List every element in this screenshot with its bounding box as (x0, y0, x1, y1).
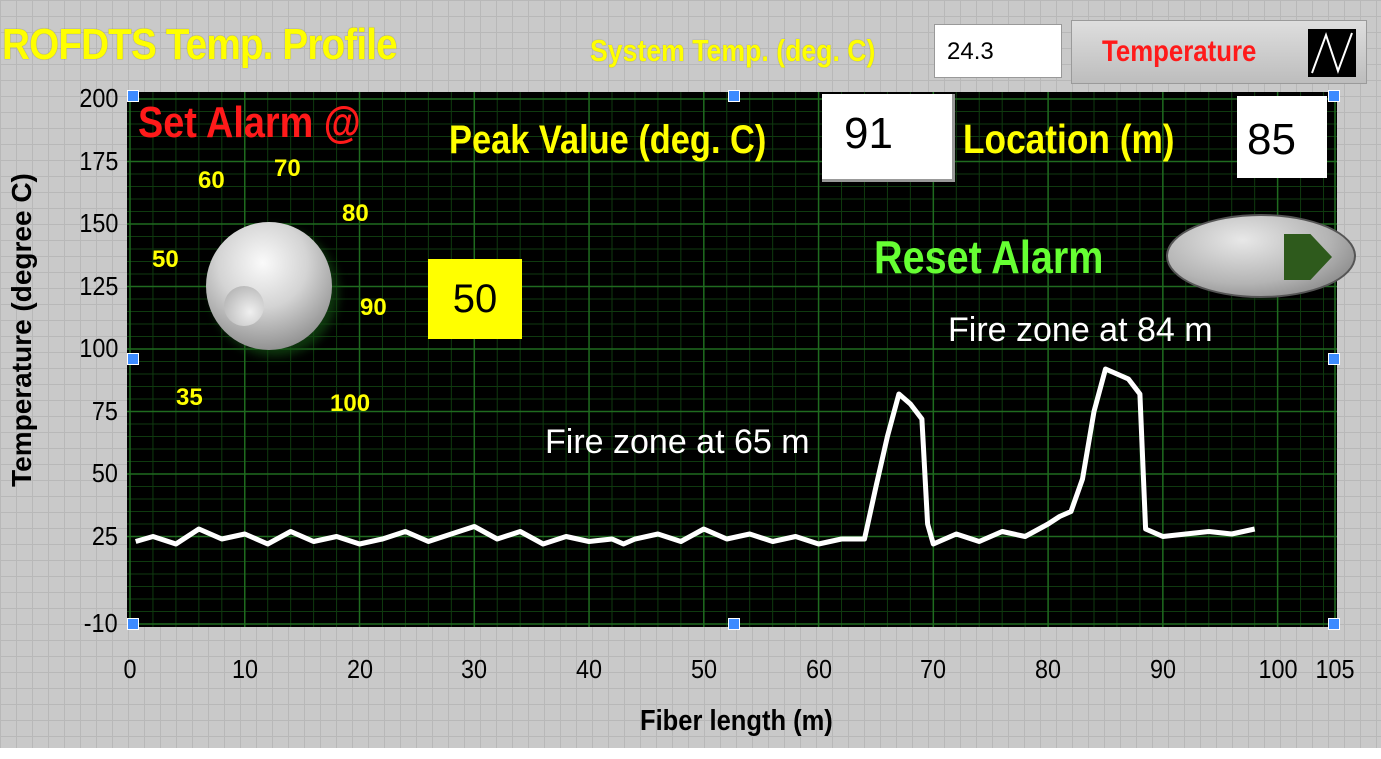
temperature-mode-label: Temperature (1102, 35, 1257, 68)
waveform-icon (1308, 29, 1356, 77)
x-tick-label: 105 (1315, 654, 1355, 684)
x-tick-label: 0 (123, 654, 137, 684)
y-tick-label: 200 (78, 83, 118, 113)
knob-tick: 90 (360, 294, 387, 321)
x-axis-label: Fiber length (m) (640, 705, 833, 737)
y-axis-label: Temperature (degree C) (6, 173, 37, 487)
location-label: Location (m) (963, 116, 1175, 162)
resize-handle[interactable] (1328, 618, 1340, 630)
alarm-led-icon (1284, 234, 1332, 280)
y-tick-label: 50 (91, 458, 118, 488)
chart-canvas (127, 92, 1337, 627)
y-tick-label: -10 (84, 608, 118, 638)
reset-alarm-button[interactable] (1166, 214, 1356, 298)
fire-zone-annotation: Fire zone at 84 m (948, 311, 1213, 349)
fire-zone-annotation: Fire zone at 65 m (545, 423, 810, 461)
y-tick-label: 25 (91, 520, 118, 551)
resize-handle[interactable] (127, 353, 139, 365)
knob-tick: 35 (176, 384, 203, 411)
x-tick-label: 10 (231, 654, 258, 684)
resize-handle[interactable] (127, 90, 139, 102)
x-tick-label: 60 (805, 654, 832, 684)
y-tick-label: 75 (91, 395, 118, 426)
y-tick-label: 175 (78, 145, 118, 176)
peak-value-indicator: 91 (822, 94, 955, 182)
knob-tick: 100 (330, 390, 371, 417)
x-tick-label: 70 (920, 654, 947, 684)
y-tick-label: 125 (78, 270, 118, 301)
knob-tick: 70 (274, 155, 301, 182)
x-tick-label: 40 (576, 654, 603, 684)
knob-indicator (224, 286, 264, 326)
y-tick-label: 100 (78, 333, 118, 363)
x-tick-label: 80 (1035, 654, 1062, 684)
alarm-value-indicator[interactable]: 50 (428, 259, 522, 339)
temperature-trace (135, 366, 1256, 547)
temperature-chart (127, 92, 1337, 627)
x-tick-label: 50 (690, 654, 717, 684)
bottom-strip (0, 748, 1381, 759)
reset-alarm-label: Reset Alarm (874, 231, 1104, 283)
location-indicator: 85 (1237, 96, 1327, 178)
resize-handle[interactable] (728, 90, 740, 102)
resize-handle[interactable] (1328, 90, 1340, 102)
panel-title: ROFDTS Temp. Profile (2, 20, 398, 69)
peak-value-label: Peak Value (deg. C) (449, 118, 767, 162)
y-tick-label: 150 (78, 208, 118, 238)
x-tick-label: 90 (1149, 654, 1176, 684)
alarm-knob[interactable] (206, 222, 332, 350)
resize-handle[interactable] (728, 618, 740, 630)
resize-handle[interactable] (1328, 353, 1340, 365)
system-temp-label: System Temp. (deg. C) (590, 33, 876, 68)
x-tick-label: 20 (346, 654, 373, 684)
system-temp-indicator: 24.3 (934, 24, 1062, 78)
resize-handle[interactable] (127, 618, 139, 630)
x-tick-label: 100 (1258, 654, 1298, 684)
knob-tick: 80 (342, 200, 369, 227)
knob-tick: 60 (198, 167, 225, 194)
x-tick-label: 30 (461, 654, 488, 684)
knob-tick: 50 (152, 246, 179, 273)
temperature-mode-button[interactable]: Temperature (1071, 20, 1367, 84)
set-alarm-label: Set Alarm @ (138, 98, 361, 147)
